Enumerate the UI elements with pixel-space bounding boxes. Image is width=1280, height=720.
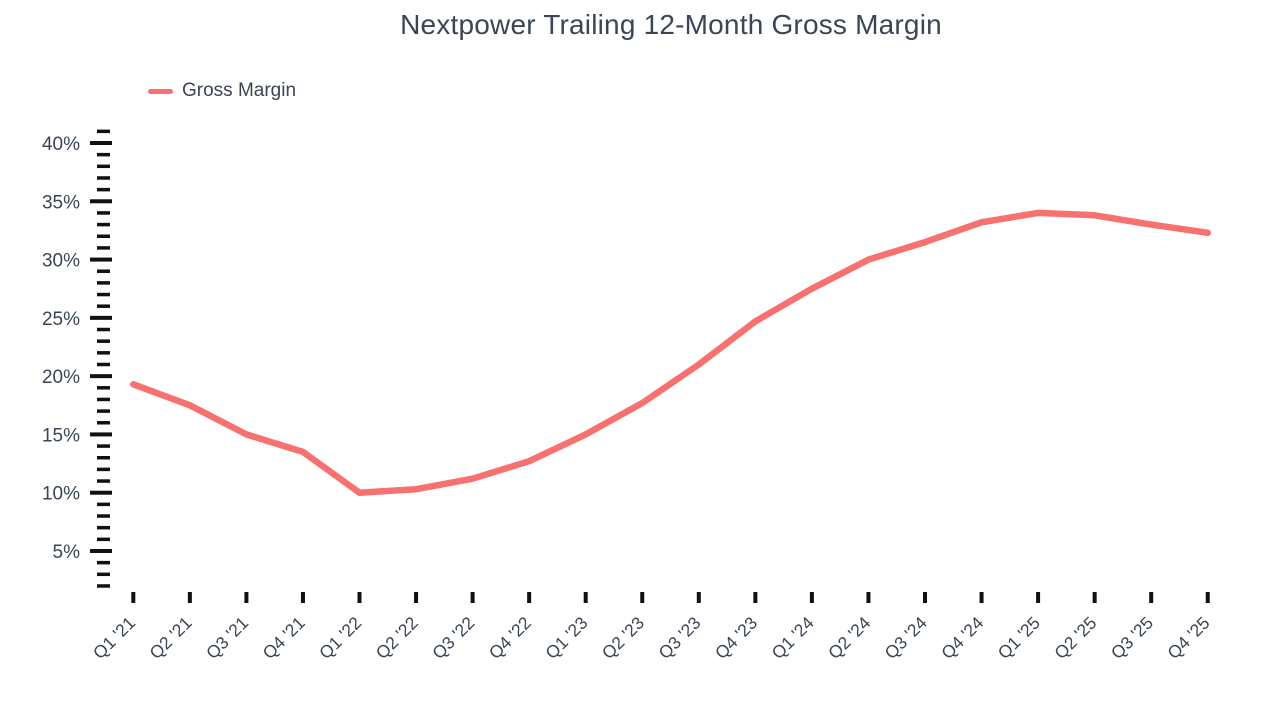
y-axis-minor-tick bbox=[97, 292, 110, 297]
y-axis-minor-tick bbox=[97, 409, 110, 413]
x-axis-tick-label: Q4 '25 bbox=[1163, 613, 1213, 663]
y-axis-minor-tick bbox=[97, 386, 110, 390]
x-axis-tick-label: Q1 '22 bbox=[315, 613, 365, 663]
y-axis-minor-tick bbox=[97, 281, 110, 285]
x-axis-tick bbox=[527, 592, 532, 603]
x-axis-tick bbox=[753, 592, 758, 603]
y-axis-major-tick bbox=[90, 548, 112, 553]
x-axis-tick bbox=[187, 592, 192, 603]
x-axis-tick bbox=[357, 592, 362, 603]
y-axis-tick-label: 40% bbox=[42, 134, 80, 155]
y-axis-minor-tick bbox=[97, 129, 110, 134]
x-axis-tick-label: Q3 '24 bbox=[881, 612, 931, 662]
y-axis-major-tick bbox=[90, 374, 112, 379]
y-axis-minor-tick bbox=[97, 397, 110, 402]
y-axis-major-tick bbox=[90, 257, 112, 262]
y-axis-tick-label: 35% bbox=[42, 192, 80, 213]
y-axis-tick-label: 15% bbox=[42, 425, 80, 446]
x-axis-tick-label: Q4 '21 bbox=[259, 613, 309, 663]
y-axis-tick-label: 10% bbox=[42, 484, 80, 505]
chart-title: Nextpower Trailing 12-Month Gross Margin bbox=[400, 9, 942, 40]
y-axis-minor-tick bbox=[97, 525, 110, 530]
y-axis-minor-tick bbox=[97, 502, 110, 507]
x-axis-tick bbox=[1149, 592, 1154, 603]
x-axis-tick bbox=[923, 592, 927, 603]
x-axis-tick bbox=[809, 592, 814, 603]
y-axis-major-tick bbox=[90, 199, 112, 204]
x-axis-tick bbox=[414, 592, 419, 603]
y-axis-tick-label: 5% bbox=[53, 542, 81, 563]
y-axis-major-tick bbox=[90, 315, 112, 320]
y-axis-minor-tick bbox=[97, 176, 110, 180]
x-axis-tick bbox=[1092, 592, 1097, 603]
y-axis-tick-label: 30% bbox=[42, 251, 80, 272]
x-axis-tick-label: Q1 '25 bbox=[994, 613, 1044, 663]
y-axis-minor-tick bbox=[97, 444, 110, 448]
x-axis-tick bbox=[583, 592, 588, 603]
x-axis-tick bbox=[470, 592, 475, 603]
x-axis-tick bbox=[979, 592, 984, 603]
x-axis-tick-label: Q3 '21 bbox=[202, 613, 252, 663]
x-axis-tick bbox=[866, 592, 871, 603]
legend: Gross Margin bbox=[148, 80, 296, 102]
x-axis-tick-label: Q1 '21 bbox=[89, 613, 139, 663]
x-axis-tick bbox=[696, 592, 701, 603]
y-axis-minor-tick bbox=[97, 479, 110, 483]
gross-margin-series-line bbox=[130, 209, 1212, 496]
y-axis-major-tick bbox=[90, 432, 112, 437]
y-axis-minor-tick bbox=[97, 164, 110, 169]
x-axis-tick-label: Q2 '24 bbox=[824, 612, 874, 662]
y-axis-minor-tick bbox=[97, 269, 110, 273]
y-axis-minor-tick bbox=[97, 222, 110, 227]
y-axis-tick-label: 20% bbox=[42, 367, 80, 388]
y-axis-minor-tick bbox=[97, 572, 110, 577]
x-axis-tick-label: Q4 '22 bbox=[485, 613, 535, 663]
y-axis-minor-tick bbox=[97, 152, 110, 157]
legend-label: Gross Margin bbox=[182, 80, 297, 101]
x-axis-tick bbox=[244, 592, 249, 603]
y-axis-minor-tick bbox=[97, 351, 110, 355]
x-axis-tick-label: Q1 '23 bbox=[541, 613, 591, 663]
y-axis-minor-tick bbox=[97, 187, 110, 192]
x-axis-tick bbox=[1205, 592, 1210, 603]
y-axis-minor-tick bbox=[97, 537, 110, 542]
x-axis-tick-label: Q2 '23 bbox=[598, 613, 648, 663]
y-axis-minor-tick bbox=[97, 246, 110, 250]
y-axis-minor-tick bbox=[97, 455, 110, 460]
x-axis-tick-label: Q2 '22 bbox=[372, 613, 422, 663]
y-axis-minor-tick bbox=[97, 304, 110, 308]
y-axis-minor-tick bbox=[97, 362, 110, 367]
x-axis-tick-label: Q3 '22 bbox=[428, 613, 478, 663]
y-axis-minor-tick bbox=[97, 584, 110, 588]
y-axis-minor-tick bbox=[97, 421, 110, 425]
y-axis-minor-tick bbox=[97, 327, 110, 332]
y-axis-minor-tick bbox=[97, 560, 110, 565]
y-axis-tick-label: 25% bbox=[42, 309, 80, 330]
x-axis-tick bbox=[1036, 592, 1041, 603]
x-axis-tick-label: Q4 '23 bbox=[711, 613, 761, 663]
x-axis-tick-label: Q2 '25 bbox=[1050, 613, 1100, 663]
x-axis-tick-label: Q2 '21 bbox=[145, 613, 195, 663]
y-axis-minor-tick bbox=[97, 211, 110, 215]
x-axis-tick-label: Q3 '25 bbox=[1107, 613, 1157, 663]
x-axis-tick bbox=[300, 592, 305, 603]
x-axis-tick-label: Q1 '24 bbox=[768, 612, 818, 662]
y-axis-minor-tick bbox=[97, 339, 110, 343]
y-axis-minor-tick bbox=[97, 234, 110, 239]
x-axis-tick-label: Q4 '24 bbox=[937, 612, 987, 662]
y-axis-minor-tick bbox=[97, 514, 110, 518]
y-axis-major-tick bbox=[90, 490, 112, 495]
x-axis-tick bbox=[131, 592, 136, 603]
legend-line-swatch bbox=[148, 88, 173, 94]
y-axis-major-tick bbox=[90, 141, 112, 145]
x-axis-tick bbox=[640, 592, 645, 603]
x-axis-tick-label: Q3 '23 bbox=[654, 613, 704, 663]
y-axis-minor-tick bbox=[97, 467, 110, 472]
